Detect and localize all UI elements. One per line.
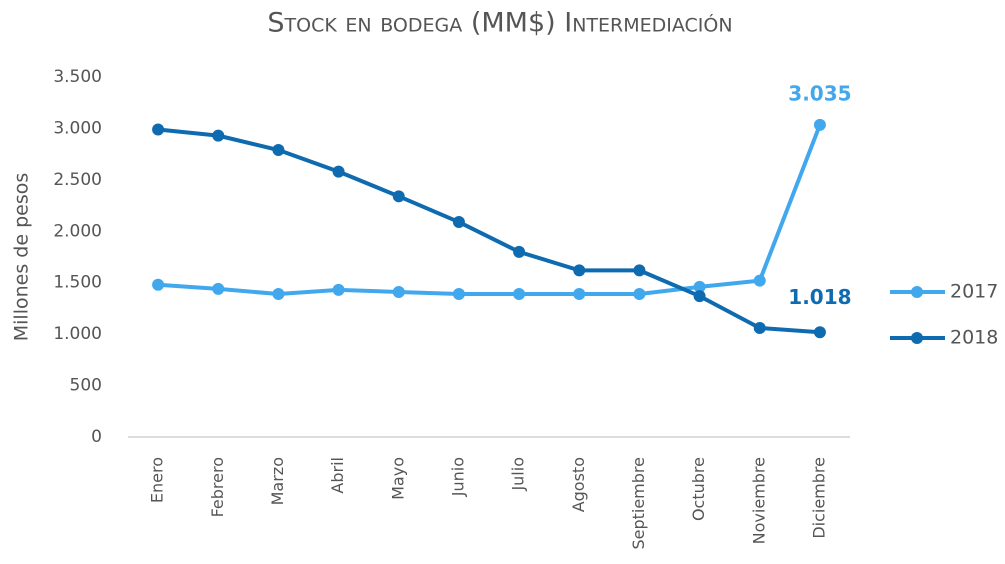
y-tick-label: 0: [91, 427, 102, 447]
x-tick-label: Diciembre: [809, 457, 828, 539]
x-tick-label: Julio: [509, 457, 528, 492]
point: [272, 144, 285, 157]
point: [452, 288, 465, 301]
point: [693, 290, 706, 303]
x-tick-label: Abril: [328, 457, 347, 494]
x-tick-label: Octubre: [689, 457, 708, 521]
x-tick-label: Marzo: [268, 457, 287, 505]
point: [513, 245, 526, 258]
legend-label: 2018: [950, 327, 998, 349]
data-label: 1.018: [788, 285, 851, 309]
y-tick-label: 1.500: [53, 273, 102, 293]
legend-label: 2017: [950, 281, 998, 303]
legend-marker: [911, 332, 923, 344]
y-tick-label: 500: [70, 376, 102, 396]
x-tick-label: Noviembre: [749, 457, 768, 544]
point: [633, 288, 646, 301]
y-tick-label: 1.000: [53, 324, 102, 344]
point: [813, 118, 826, 131]
point: [272, 288, 285, 301]
chart-title: Stock en bodega (MM$) Intermediación: [267, 8, 732, 39]
point: [152, 123, 165, 136]
point: [392, 285, 405, 298]
point: [392, 190, 405, 203]
y-tick-label: 2.500: [53, 170, 102, 190]
x-tick-label: Septiembre: [629, 457, 648, 550]
y-axis-label: Millones de pesos: [11, 173, 33, 342]
point: [753, 274, 766, 287]
point: [332, 283, 345, 296]
x-tick-label: Febrero: [208, 457, 227, 517]
x-tick-label: Enero: [148, 457, 167, 503]
x-tick-label: Agosto: [569, 457, 588, 512]
point: [753, 321, 766, 334]
x-tick-label: Junio: [448, 457, 467, 497]
data-label: 3.035: [788, 81, 851, 105]
point: [152, 278, 165, 291]
point: [332, 165, 345, 178]
point: [813, 326, 826, 339]
y-tick-label: 3.000: [53, 118, 102, 138]
series-line: [157, 124, 822, 297]
point: [212, 129, 225, 142]
series-line: [157, 127, 821, 335]
y-tick-label: 2.000: [53, 221, 102, 241]
point: [513, 288, 526, 301]
point: [573, 264, 586, 277]
point: [693, 280, 706, 293]
legend-marker: [911, 286, 923, 298]
point: [573, 288, 586, 301]
y-tick-label: 3.500: [53, 67, 102, 87]
point: [212, 282, 225, 295]
point: [452, 216, 465, 229]
x-tick-label: Mayo: [388, 457, 407, 500]
point: [633, 264, 646, 277]
